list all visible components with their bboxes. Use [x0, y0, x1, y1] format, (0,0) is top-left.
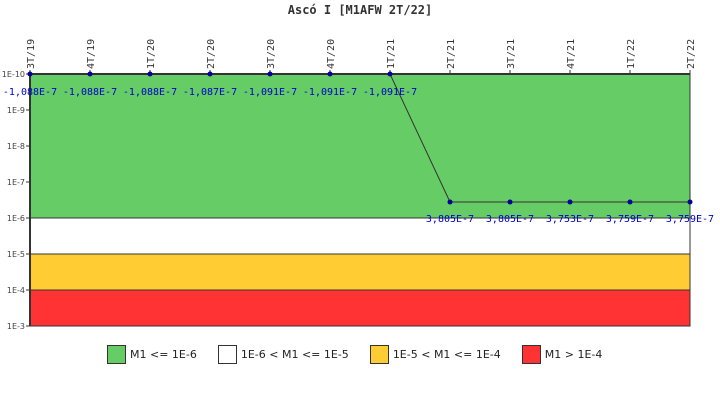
- x-tick-label: 2T/21: [446, 39, 457, 69]
- legend-item-red: M1 > 1E-4: [521, 345, 603, 364]
- legend-item-green: M1 <= 1E-6: [107, 345, 197, 364]
- data-point: [327, 71, 333, 77]
- legend-swatch-yellow: [369, 345, 389, 364]
- legend-swatch-red: [521, 345, 541, 364]
- data-point: [267, 71, 273, 77]
- data-label: 3,759E-7: [606, 214, 654, 225]
- y-tick-label: 1E-5: [7, 250, 25, 259]
- y-tick-label: 1E-3: [7, 322, 25, 331]
- y-tick-label: 1E-7: [7, 178, 25, 187]
- data-label: -1,091E-7: [363, 87, 417, 98]
- data-point: [627, 199, 633, 205]
- data-label: 3,805E-7: [426, 214, 474, 225]
- x-tick-label: 2T/20: [206, 39, 217, 69]
- y-tick-label: 1E-4: [7, 286, 25, 295]
- legend-label: 1E-6 < M1 <= 1E-5: [240, 348, 349, 361]
- data-label: 3,805E-7: [486, 214, 534, 225]
- data-point: [27, 71, 33, 77]
- data-label: -1,091E-7: [243, 87, 297, 98]
- data-point: [87, 71, 93, 77]
- data-label: 3,759E-7: [666, 214, 714, 225]
- x-tick-label: 1T/22: [626, 39, 637, 69]
- legend-item-yellow: 1E-5 < M1 <= 1E-4: [369, 345, 501, 364]
- legend-label: M1 <= 1E-6: [130, 348, 197, 361]
- data-point: [687, 199, 693, 205]
- band-0: [29, 73, 691, 219]
- chart-title: Ascó I [M1AFW 2T/22]: [287, 3, 433, 17]
- data-point: [507, 199, 513, 205]
- legend-swatch-green: [107, 345, 126, 364]
- x-tick-label: 4T/19: [86, 39, 97, 69]
- data-label: 3,753E-7: [546, 214, 594, 225]
- x-tick-label: 4T/21: [566, 39, 577, 69]
- data-label: -1,091E-7: [303, 87, 357, 98]
- data-point: [447, 199, 453, 205]
- data-point: [207, 71, 213, 77]
- series-line: [30, 73, 690, 203]
- x-tick-label: 4T/20: [326, 39, 337, 69]
- legend-label: M1 > 1E-4: [544, 348, 603, 361]
- x-tick-label: 3T/19: [26, 39, 37, 69]
- y-tick-label: 1E-8: [7, 142, 25, 151]
- y-tick-label: 1E-9: [7, 106, 25, 115]
- band-2: [29, 253, 691, 291]
- data-point: [567, 199, 573, 205]
- data-point: [147, 71, 153, 77]
- x-tick-label: 3T/20: [266, 39, 277, 69]
- legend: M1 <= 1E-6 1E-6 < M1 <= 1E-5 1E-5 < M1 <…: [107, 345, 623, 364]
- x-tick-label: 3T/21: [506, 39, 517, 69]
- data-label: -1,088E-7: [63, 87, 117, 98]
- data-point: [387, 71, 393, 77]
- data-label: -1,088E-7: [3, 87, 57, 98]
- band-3: [29, 289, 691, 327]
- data-label: -1,088E-7: [123, 87, 177, 98]
- data-label: -1,087E-7: [183, 87, 237, 98]
- legend-item-white: 1E-6 < M1 <= 1E-5: [217, 345, 349, 364]
- y-tick-label: 1E-6: [7, 214, 25, 223]
- legend-label: 1E-5 < M1 <= 1E-4: [392, 348, 501, 361]
- x-tick-label: 1T/21: [386, 39, 397, 69]
- y-tick-label: 1E-10: [2, 70, 25, 79]
- legend-swatch-white: [217, 345, 237, 364]
- x-tick-label: 2T/22: [686, 39, 697, 69]
- x-tick-label: 1T/20: [146, 39, 157, 69]
